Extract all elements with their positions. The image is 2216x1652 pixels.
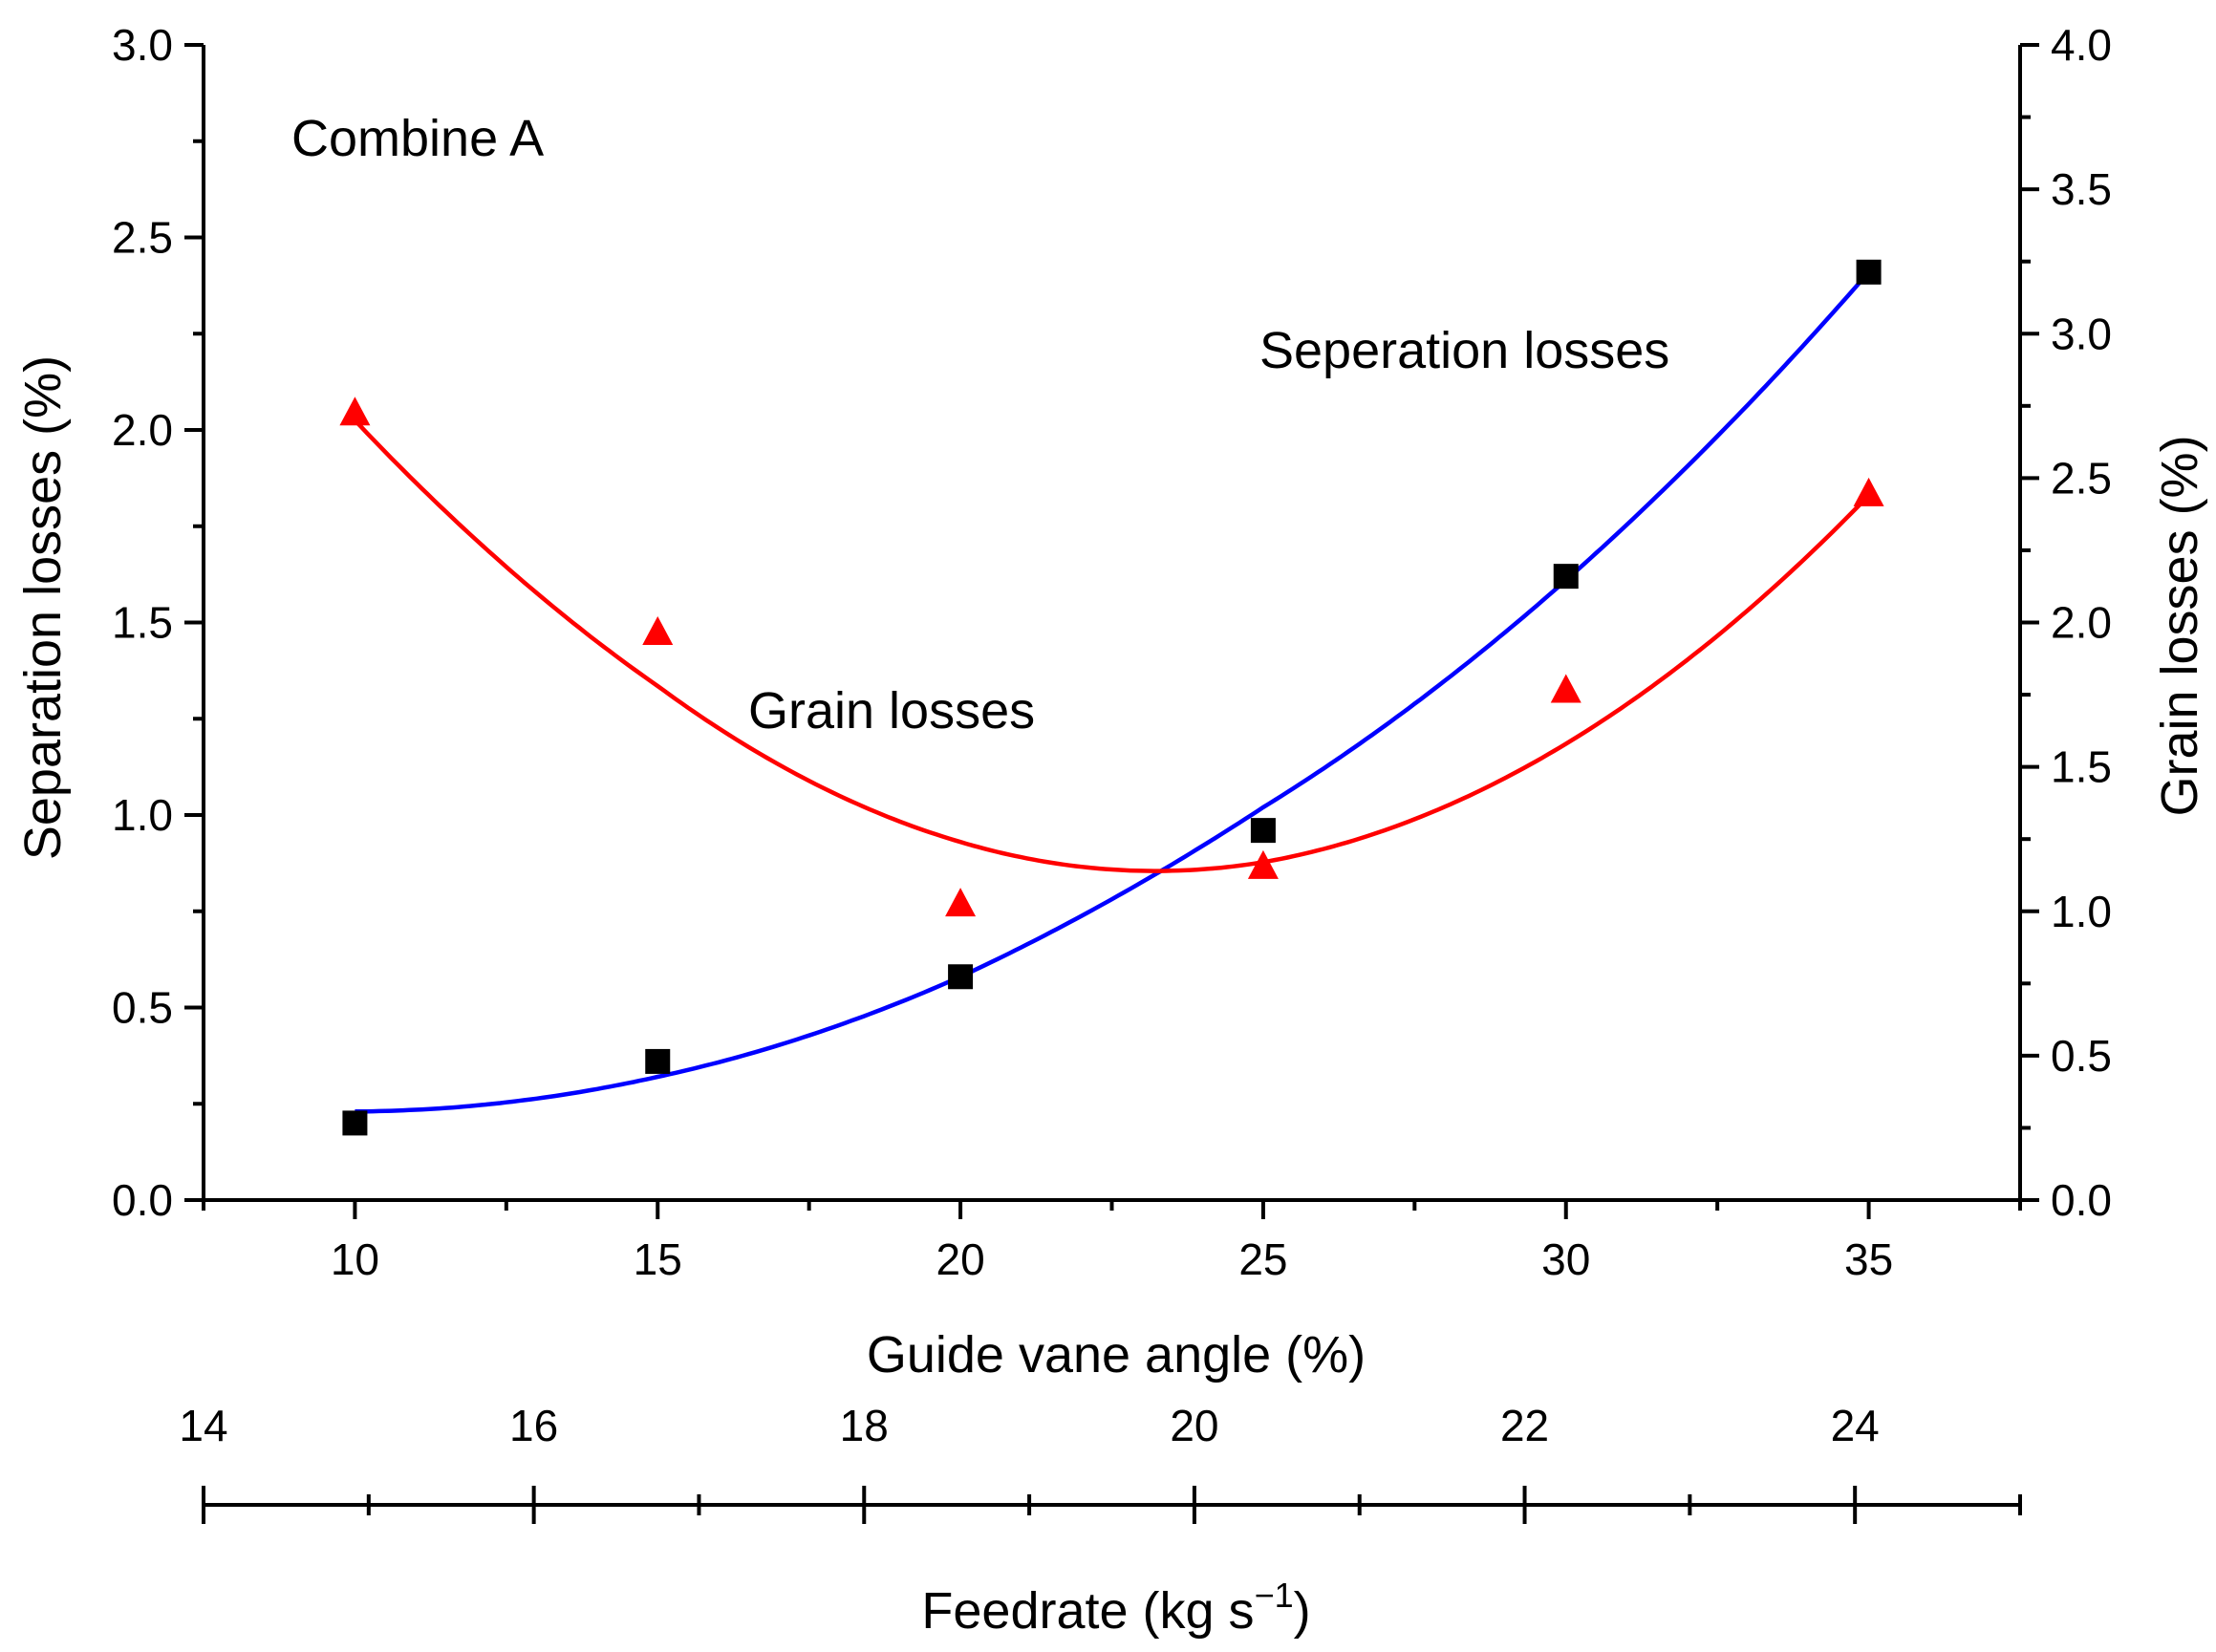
separation-curve-label: Seperation losses: [1259, 322, 1669, 379]
feedrate-tick-label: 22: [1500, 1401, 1549, 1450]
right-tick-label: 1.5: [2051, 742, 2112, 792]
bottom-tick-label: 15: [634, 1234, 682, 1284]
right-tick-label: 2.5: [2051, 453, 2112, 503]
y-axis-title: Separation losses (%): [14, 355, 72, 860]
fit-curves: [353, 270, 1871, 1114]
separation-point: [1553, 564, 1579, 590]
y2-axis-title: Grain losses (%): [2151, 435, 2208, 816]
data-points: [339, 259, 1884, 1136]
grain-fit-curve: [353, 418, 1871, 873]
grain-point: [1550, 674, 1581, 703]
feedrate-title-end: ): [1294, 1582, 1311, 1640]
bottom-tick-label: 35: [1844, 1234, 1893, 1284]
grain-point: [1247, 849, 1279, 879]
grain-point: [1853, 477, 1884, 506]
plot-frame: [202, 45, 2022, 1202]
panel-label: Combine A: [291, 110, 544, 167]
grain-point: [945, 888, 977, 917]
right-tick-label: 1.0: [2051, 887, 2112, 936]
feedrate-tick-label: 16: [509, 1401, 558, 1450]
right-y-axis: 0.0 0.5 1.0 1.5 2.0 2.5 3.0 3.5 4.0: [2020, 20, 2112, 1225]
x-axis-title: Guide vane angle (%): [867, 1326, 1366, 1384]
left-tick-label: 1.5: [112, 598, 173, 648]
right-tick-label: 3.5: [2051, 164, 2112, 214]
right-tick-label: 0.5: [2051, 1031, 2112, 1081]
separation-point: [1250, 818, 1276, 844]
left-tick-label: 0.0: [112, 1175, 173, 1225]
bottom-x-axis: 10 15 20 25 30 35: [202, 1200, 2022, 1284]
feedrate-title-exponent: −1: [1255, 1576, 1294, 1615]
left-tick-label: 1.0: [112, 790, 173, 840]
grain-curve-label: Grain losses: [748, 682, 1035, 740]
feedrate-tick-label: 14: [179, 1401, 227, 1450]
feedrate-tick-label: 18: [840, 1401, 889, 1450]
right-tick-label: 4.0: [2051, 20, 2112, 70]
left-tick-label: 3.0: [112, 20, 173, 70]
separation-point: [342, 1110, 368, 1136]
bottom-tick-label: 30: [1541, 1234, 1590, 1284]
feedrate-title-main: Feedrate (kg s: [921, 1582, 1254, 1640]
grain-point: [642, 615, 674, 645]
left-y-axis: 0.0 0.5 1.0 1.5 2.0 2.5 3.0: [112, 20, 204, 1225]
left-tick-label: 2.0: [112, 405, 173, 455]
feedrate-tick-label: 24: [1831, 1401, 1880, 1450]
right-tick-label: 3.0: [2051, 309, 2112, 358]
separation-point: [645, 1048, 671, 1074]
feedrate-axis-title: Feedrate (kg s−1): [921, 1576, 1310, 1640]
feedrate-tick-label: 20: [1170, 1401, 1218, 1450]
separation-point: [1856, 259, 1882, 285]
separation-point: [948, 964, 974, 990]
grain-point: [339, 397, 371, 426]
separation-fit-curve: [355, 270, 1871, 1114]
bottom-tick-label: 25: [1238, 1234, 1287, 1284]
bottom-tick-label: 20: [936, 1234, 984, 1284]
right-tick-label: 0.0: [2051, 1175, 2112, 1225]
right-tick-label: 2.0: [2051, 598, 2112, 648]
bottom-tick-label: 10: [331, 1234, 379, 1284]
left-tick-label: 2.5: [112, 213, 173, 263]
feedrate-axis: 14 16 18 20 22 24: [179, 1401, 2022, 1524]
left-tick-label: 0.5: [112, 983, 173, 1033]
